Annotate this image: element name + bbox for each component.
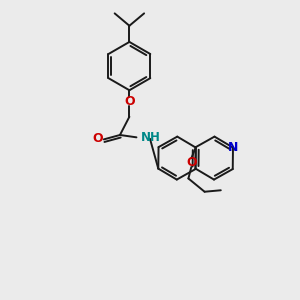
Text: O: O [186,156,197,169]
Text: NH: NH [141,131,161,144]
Text: O: O [124,95,135,108]
Text: N: N [228,141,238,154]
Text: O: O [93,132,103,145]
